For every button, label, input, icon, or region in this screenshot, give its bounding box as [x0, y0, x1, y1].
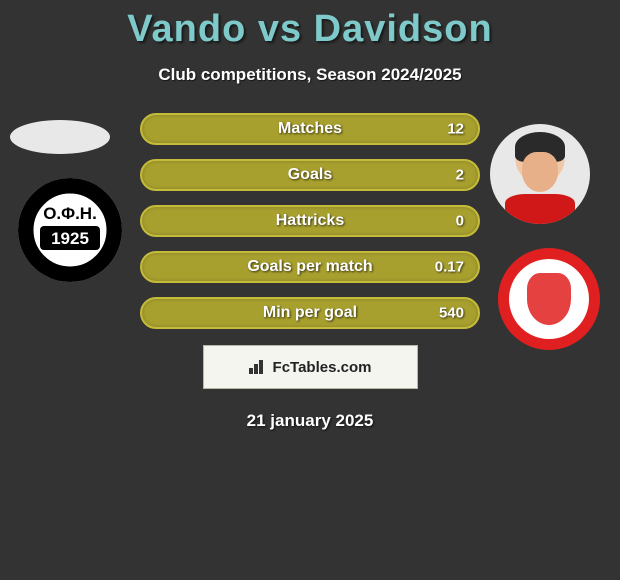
date-label: 21 january 2025	[0, 411, 620, 431]
stat-label: Matches	[278, 120, 342, 138]
stat-value: 12	[447, 121, 464, 138]
stat-value: 2	[456, 167, 464, 184]
stat-label: Hattricks	[276, 212, 344, 230]
watermark-text: FcTables.com	[273, 359, 372, 376]
stat-label: Goals	[288, 166, 332, 184]
subtitle: Club competitions, Season 2024/2025	[0, 65, 620, 85]
watermark: FcTables.com	[203, 345, 418, 389]
stat-label: Goals per match	[247, 258, 372, 276]
stat-value: 0.17	[435, 259, 464, 276]
stat-label: Min per goal	[263, 304, 357, 322]
stat-row: Matches 12	[140, 113, 480, 145]
stat-row: Goals per match 0.17	[140, 251, 480, 283]
stat-value: 0	[456, 213, 464, 230]
stats-container: Matches 12 Goals 2 Hattricks 0 Goals per…	[0, 113, 620, 329]
stat-value: 540	[439, 305, 464, 322]
stat-row: Min per goal 540	[140, 297, 480, 329]
stat-row: Hattricks 0	[140, 205, 480, 237]
chart-icon	[249, 360, 267, 374]
stat-row: Goals 2	[140, 159, 480, 191]
page-title: Vando vs Davidson	[0, 0, 620, 51]
